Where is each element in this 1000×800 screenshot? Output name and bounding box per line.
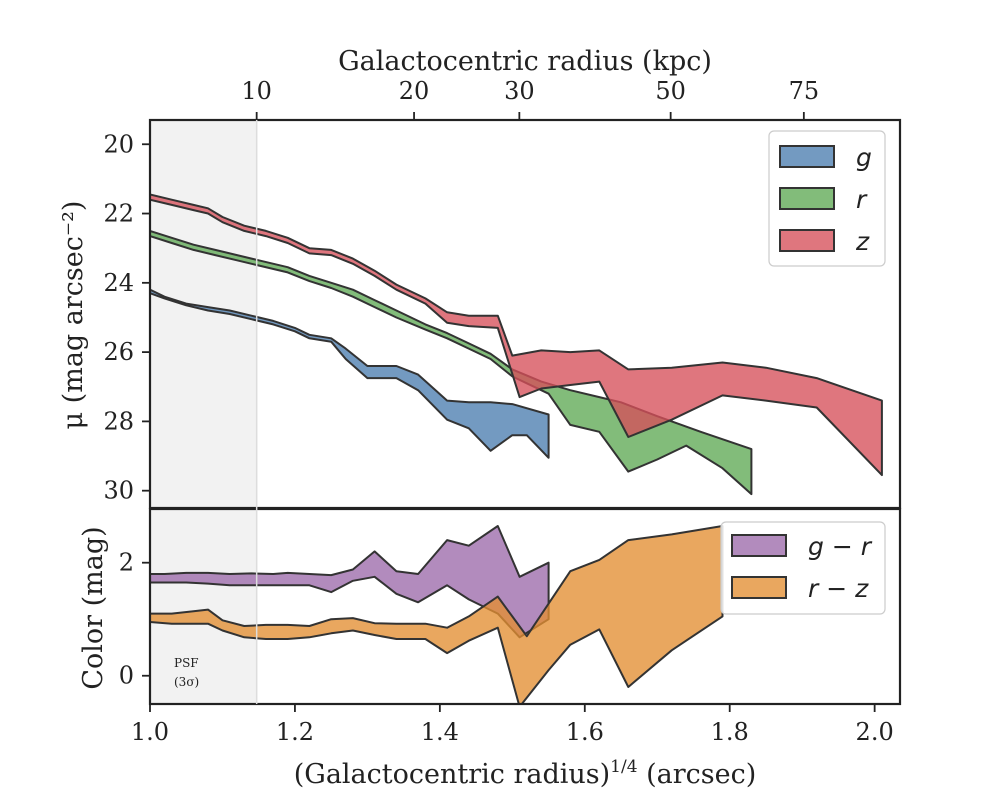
legend-label-r: r xyxy=(856,185,868,214)
bottom-x-tick-label: 2.0 xyxy=(856,718,894,746)
top-x-tick-label: 10 xyxy=(241,77,272,105)
bottom-x-tick-label: 1.2 xyxy=(276,718,314,746)
top-y-tick-label: 20 xyxy=(103,130,134,158)
bottom-x-axis-title: (Galactocentric radius)1/4 (arcsec) xyxy=(294,757,757,790)
top-y-tick-label: 22 xyxy=(103,200,134,228)
psf-annotation-line1: PSF xyxy=(174,656,199,670)
bottom-x-tick-label: 1.8 xyxy=(711,718,749,746)
bottom-x-tick-label: 1.6 xyxy=(566,718,604,746)
top-x-tick-label: 50 xyxy=(655,77,686,105)
top-y-axis-title: μ (mag arcsec⁻²) xyxy=(58,201,89,430)
surface-brightness-legend: grz xyxy=(768,130,886,267)
top-x-axis: 10 20 30 50 75 xyxy=(241,77,819,120)
top-x-tick-label: 20 xyxy=(399,77,430,105)
psf-annotation-line2: (3σ) xyxy=(174,675,199,689)
top-y-tick-label: 30 xyxy=(103,477,134,505)
color-legend: g − r r − z xyxy=(720,521,886,615)
legend-label-z: z xyxy=(855,227,870,256)
surface-brightness-band-r xyxy=(150,229,753,496)
legend-label-g-r: g − r xyxy=(808,532,873,561)
bottom-y-axis: 02 xyxy=(119,549,150,690)
x-axis-title-base: (Galactocentric radius) xyxy=(294,759,610,790)
color-series xyxy=(150,525,724,704)
top-y-tick-label: 28 xyxy=(103,407,134,435)
legend-swatch-g xyxy=(779,145,835,168)
top-y-axis: 20 22 24 26 28 30 xyxy=(103,130,150,505)
top-x-tick-label: 75 xyxy=(789,77,820,105)
bottom-axes-frame xyxy=(148,507,902,706)
bottom-y-tick-label: 0 xyxy=(119,662,134,690)
surface-brightness-band-g xyxy=(150,288,550,459)
legend-swatch-g-r xyxy=(731,534,787,557)
top-x-axis-title: Galactocentric radius (kpc) xyxy=(338,46,712,77)
top-x-tick-label: 30 xyxy=(504,77,535,105)
bottom-x-tick-label: 1.4 xyxy=(421,718,459,746)
psf-region-bottom xyxy=(150,509,257,704)
bottom-y-tick-label: 2 xyxy=(119,549,134,577)
legend-label-r-z: r − z xyxy=(808,574,869,603)
surface-brightness-series xyxy=(150,193,883,496)
legend-label-g: g xyxy=(856,143,872,172)
bottom-x-axis: 1.0 1.2 1.4 1.6 1.8 2.0 xyxy=(131,704,894,746)
legend-swatch-r xyxy=(779,187,835,210)
legend-swatch-r-z xyxy=(731,576,787,599)
top-y-tick-label: 26 xyxy=(103,338,134,366)
x-axis-title-exponent: 1/4 xyxy=(610,757,637,777)
top-y-tick-label: 24 xyxy=(103,269,134,297)
surface-brightness-band-z xyxy=(150,193,883,477)
bottom-y-axis-title: Color (mag) xyxy=(78,526,109,689)
color-band-r-z xyxy=(150,525,724,704)
legend-swatch-z xyxy=(779,229,835,252)
x-axis-title-unit: (arcsec) xyxy=(638,759,757,790)
bottom-x-tick-label: 1.0 xyxy=(131,718,169,746)
